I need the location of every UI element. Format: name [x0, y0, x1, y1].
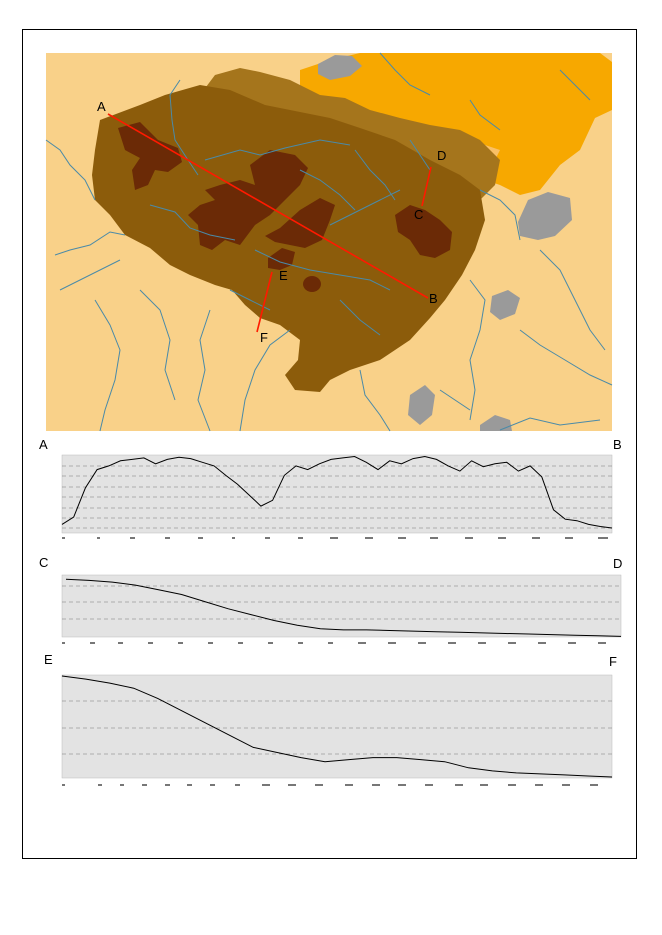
map-label-a: A: [97, 99, 106, 114]
dark-peak-3: [265, 198, 335, 248]
lake-2: [518, 192, 572, 240]
profile-cd-end-label: D: [613, 556, 622, 571]
orange-region: [300, 53, 612, 195]
profile-ef-panel: E F: [44, 652, 617, 786]
dark-peak-4: [395, 205, 452, 258]
map-label-d: D: [437, 148, 446, 163]
profile-cd-start-label: C: [39, 555, 48, 570]
lake-4: [408, 385, 435, 425]
profile-lines: [107, 113, 432, 333]
profile-cd-line: [65, 578, 622, 637]
profile-line-cd: [421, 166, 432, 207]
lake-3: [490, 290, 520, 320]
map-label-b: B: [429, 291, 438, 306]
map: A B C D E F: [45, 52, 613, 432]
profile-cd-ticks: [62, 642, 606, 644]
profile-ab-plot-area: [61, 454, 613, 534]
dark-peak-6: [303, 276, 321, 292]
profile-cd-plot-area: [61, 574, 622, 638]
map-label-f: F: [260, 330, 268, 345]
profile-ab-start-label: A: [39, 437, 48, 452]
profile-cd-panel: C D: [39, 555, 622, 644]
lake-1: [318, 55, 362, 80]
map-label-e: E: [279, 268, 288, 283]
profile-ef-line: [61, 675, 613, 778]
dark-peak-1: [118, 122, 182, 190]
rivers: [45, 52, 613, 432]
profile-ef-end-label: F: [609, 654, 617, 669]
profile-ef-start-label: E: [44, 652, 53, 667]
profile-ab-end-label: B: [613, 437, 622, 452]
profile-line-ab: [107, 113, 429, 299]
profile-ab-panel: A B: [39, 437, 622, 539]
profile-ab-ticks: [62, 537, 608, 539]
dark-peak-2: [188, 150, 308, 250]
profile-ef-grid: [62, 700, 612, 755]
profile-line-ef: [256, 271, 273, 333]
profile-ef-plot-area: [61, 674, 613, 779]
lake-5: [480, 415, 512, 431]
profile-ab-grid: [62, 465, 612, 529]
profile-ab-line: [61, 455, 613, 529]
profile-ef-ticks: [62, 784, 598, 786]
profile-cd-grid: [62, 585, 621, 620]
map-label-c: C: [414, 207, 423, 222]
